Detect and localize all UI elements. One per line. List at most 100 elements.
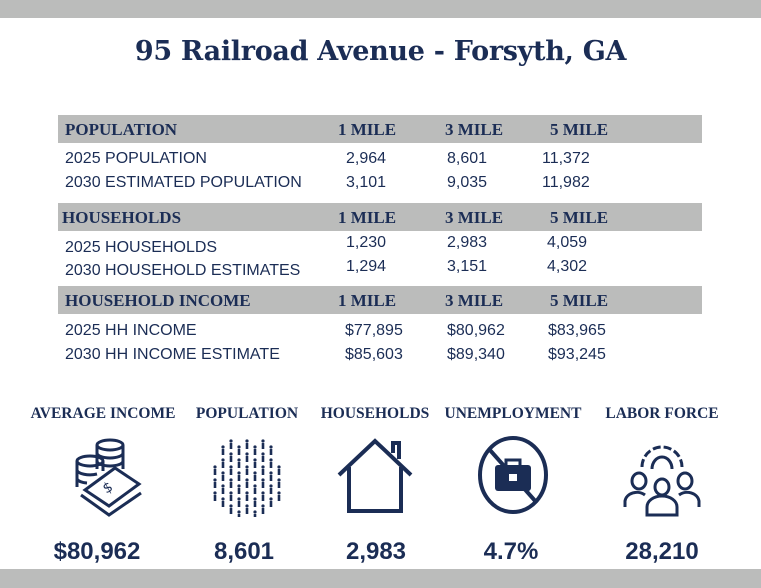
person-body [213,469,217,475]
col-5-mile: 5 MILE [550,208,609,227]
col-1-mile: 1 MILE [338,120,397,139]
person-head [245,439,249,443]
row-label: 2025 HOUSEHOLDS [65,239,218,256]
person-head [229,491,233,495]
person-body [229,469,233,475]
person-body [245,456,249,462]
person-body [277,482,281,488]
person-body [261,456,265,462]
person-head [237,510,241,514]
person-head [253,497,257,501]
row-value: 2,964 [346,150,387,167]
stat-value-labor-force: 28,210 [625,538,699,565]
col-1-mile: 1 MILE [338,291,397,310]
person-body [261,443,265,449]
person-body [229,456,233,462]
col-3-mile: 3 MILE [445,208,504,227]
row-value: 9,035 [447,174,488,191]
col-1-mile: 1 MILE [338,208,397,227]
person-head [245,465,249,469]
person-body [221,488,225,494]
row-value: 3,151 [447,258,488,275]
row-value: 8,601 [447,150,488,167]
row-value: $80,962 [447,322,505,339]
person-head [277,491,281,495]
person-head [253,445,257,449]
person-head [261,504,265,508]
person-body [237,475,241,481]
person-body [237,514,241,517]
row-label: 2030 HH INCOME ESTIMATE [65,346,280,363]
row-value: 1,230 [346,234,387,251]
person-head [213,491,217,495]
person-body [221,501,225,507]
stat-label: HOUSEHOLDS [320,405,430,422]
person-body [237,501,241,507]
person-body [245,469,249,475]
person-head [261,465,265,469]
person-body [269,462,273,468]
person-head [213,478,217,482]
col-5-mile: 5 MILE [550,291,609,310]
money-coins-icon: $ [28,435,178,520]
person-head [269,458,273,462]
person-body [245,495,249,501]
person-head [253,471,257,475]
person-body [221,462,225,468]
stat-label: UNEMPLOYMENT [444,405,582,422]
person-body [277,495,281,501]
top-bar [0,0,761,18]
person-body [253,462,257,468]
person-head [237,484,241,488]
person-head [261,439,265,443]
row-value: $77,895 [345,322,403,339]
person-head [221,484,225,488]
person-head [269,484,273,488]
person-body [253,488,257,494]
person-head [237,445,241,449]
team-gear-icon [587,435,737,520]
row-label: 2025 HH INCOME [65,322,197,339]
person-head [221,497,225,501]
person-head [269,445,273,449]
stat-label: AVERAGE INCOME [30,405,176,422]
person-head [229,439,233,443]
person-body [245,443,249,449]
row-value: $89,340 [447,346,505,363]
svg-text:$: $ [100,479,116,497]
person-body [253,501,257,507]
row-label: 2030 HOUSEHOLD ESTIMATES [65,262,301,279]
person-head [229,478,233,482]
person-body [253,514,257,517]
stat-value-population: 8,601 [213,538,275,565]
stat-value-average-income: $80,962 [53,538,141,565]
person-head [245,504,249,508]
row-value: $83,965 [548,322,606,339]
person-body [269,501,273,507]
people-crowd-icon [172,435,322,520]
person-body [269,449,273,455]
row-value: 2,983 [447,234,488,251]
person-body [277,469,281,475]
row-label: 2025 POPULATION [65,150,207,167]
person-head [277,478,281,482]
row-value: 4,059 [547,234,588,251]
person-body [213,482,217,488]
person-body [253,449,257,455]
col-3-mile: 3 MILE [445,120,504,139]
stat-value-unemployment: 4.7% [483,538,539,565]
person-body [245,508,249,514]
person-body [229,482,233,488]
person-head [253,458,257,462]
person-head [245,491,249,495]
person-body [269,488,273,494]
row-value: $93,245 [548,346,606,363]
person-head [229,465,233,469]
row-value: 11,982 [542,174,590,191]
person-head [253,510,257,514]
section-header-household-income: HOUSEHOLD INCOME 1 MILE 3 MILE 5 MILE [58,286,702,314]
house-icon [300,435,450,520]
person-body [269,475,273,481]
person-head [261,452,265,456]
person-head [221,471,225,475]
